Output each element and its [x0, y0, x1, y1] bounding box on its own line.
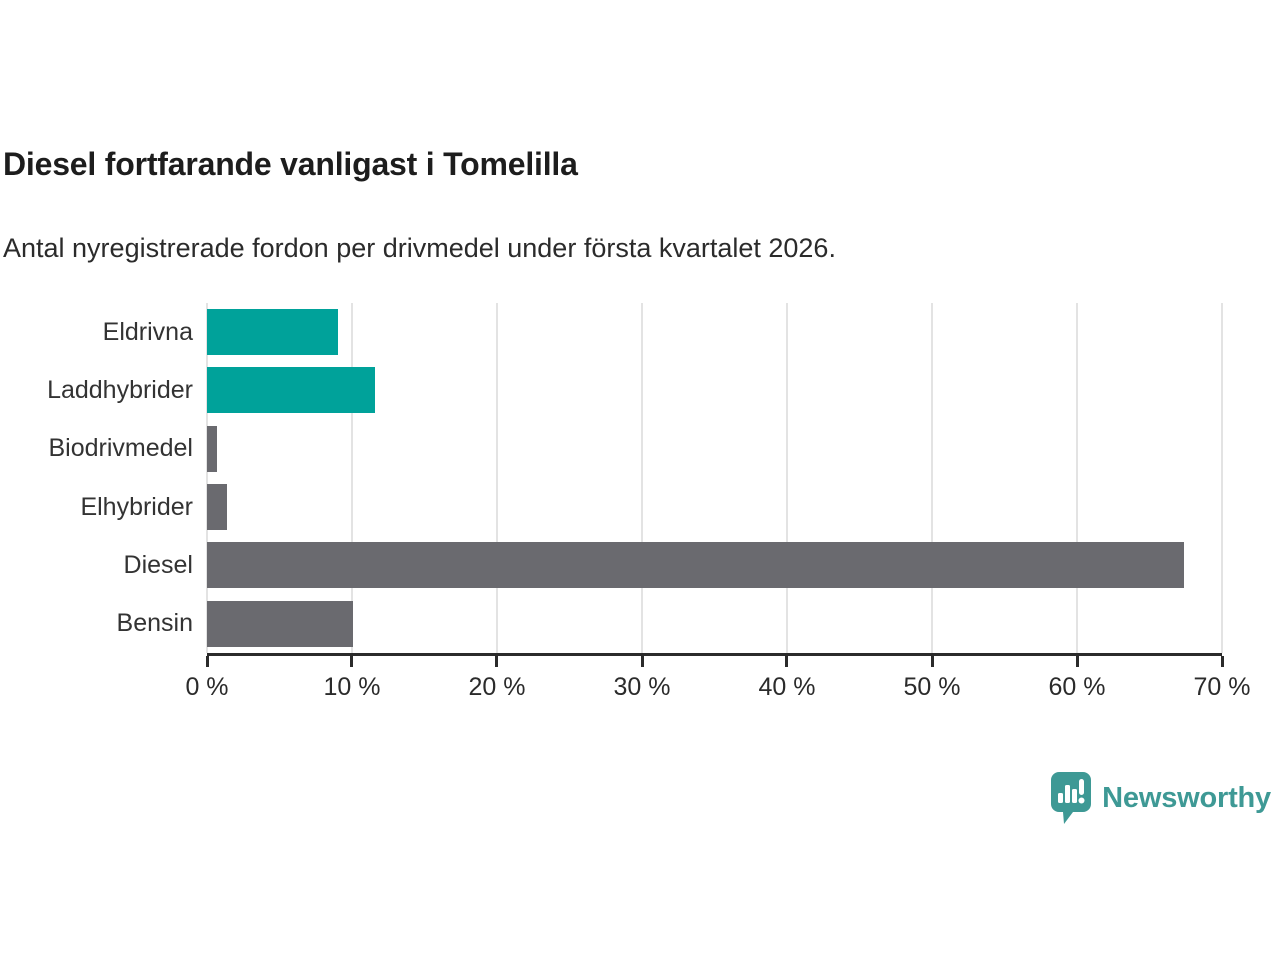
page-subtitle: Antal nyregistrerade fordon per drivmede… — [3, 233, 836, 263]
gridline — [350, 303, 353, 653]
gridline — [931, 303, 933, 653]
axis-tick — [640, 656, 644, 667]
page-title: Diesel fortfarande vanligast i Tomelilla — [3, 146, 578, 182]
axis-tick-label: 60 % — [1048, 673, 1106, 701]
gridline — [1076, 303, 1078, 653]
axis-tick-label: 50 % — [903, 673, 961, 701]
bar-laddhybrider — [207, 367, 376, 414]
axis-tick-label: 20 % — [468, 673, 526, 701]
bar-biodrivmedel — [207, 425, 218, 472]
category-label: Biodrivmedel — [48, 434, 193, 463]
newsworthy-logo-text: Newsworthy — [1102, 781, 1271, 814]
axis-tick — [1220, 656, 1224, 667]
category-label: Bensin — [116, 609, 193, 638]
axis-tick-label: 10 % — [323, 673, 381, 701]
newsworthy-logo-icon — [1051, 772, 1092, 824]
x-axis: 0 % 10 % 20 % 30 % 40 % 50 % 60 % 70 % — [185, 656, 1250, 726]
gridline — [495, 303, 498, 653]
category-label: Laddhybrider — [47, 375, 193, 404]
axis-tick — [1075, 656, 1079, 667]
bar-eldrivna — [207, 309, 338, 355]
axis-tick-label: 40 % — [758, 673, 816, 701]
axis-tick — [785, 656, 789, 667]
axis-tick-label: 70 % — [1193, 673, 1251, 701]
axis-tick-label: 30 % — [613, 673, 671, 701]
category-label: Diesel — [123, 550, 193, 579]
category-labels: Eldrivna Laddhybrider Biodrivmedel Elhybrid… — [0, 303, 193, 653]
axis-tick — [350, 656, 354, 667]
gridline — [785, 303, 788, 653]
axis-tick — [205, 656, 209, 667]
gridline — [206, 303, 208, 653]
bar-bensin — [207, 600, 354, 647]
category-label: Elhybrider — [80, 492, 193, 521]
axis-tick — [495, 656, 499, 667]
bar-elhybrider — [207, 484, 228, 530]
axis-tick-label: 0 % — [185, 673, 229, 701]
newsworthy-logo: Newsworthy — [1051, 772, 1271, 824]
category-label: Eldrivna — [102, 317, 193, 346]
gridline — [641, 303, 643, 653]
plot-area — [206, 303, 1223, 656]
bar-diesel — [207, 542, 1185, 589]
gridline — [1221, 303, 1223, 653]
axis-tick — [930, 656, 934, 667]
